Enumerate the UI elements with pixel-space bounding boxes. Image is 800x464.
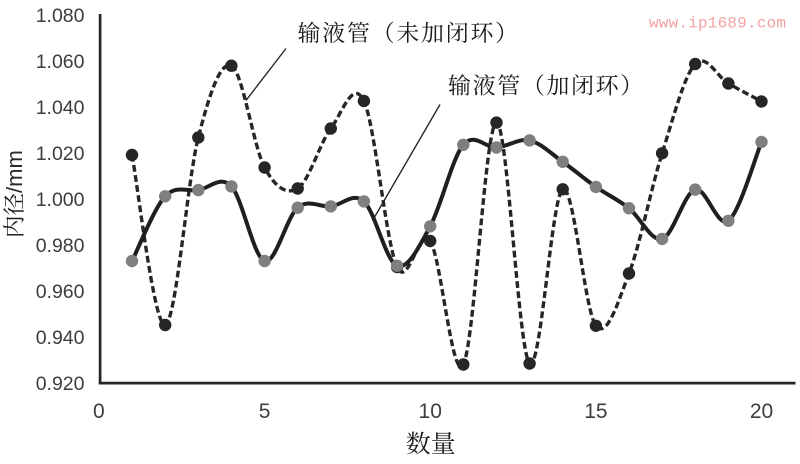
svg-text:1.040: 1.040 bbox=[36, 97, 85, 119]
svg-text:0.940: 0.940 bbox=[36, 327, 85, 349]
svg-text:/mm: /mm bbox=[2, 150, 27, 193]
svg-text:20: 20 bbox=[750, 400, 773, 423]
svg-text:5: 5 bbox=[259, 400, 271, 423]
svg-text:1.080: 1.080 bbox=[36, 5, 85, 27]
svg-text:1.020: 1.020 bbox=[36, 143, 85, 165]
svg-text:0.960: 0.960 bbox=[36, 281, 85, 303]
svg-text:www.ip1689.com: www.ip1689.com bbox=[649, 15, 786, 33]
svg-text:1.060: 1.060 bbox=[36, 51, 85, 73]
svg-text:15: 15 bbox=[584, 400, 607, 423]
svg-text:0: 0 bbox=[93, 400, 105, 423]
svg-text:1.000: 1.000 bbox=[36, 189, 85, 211]
svg-text:0.980: 0.980 bbox=[36, 235, 85, 257]
svg-text:10: 10 bbox=[419, 400, 442, 423]
svg-text:0.920: 0.920 bbox=[36, 373, 85, 395]
